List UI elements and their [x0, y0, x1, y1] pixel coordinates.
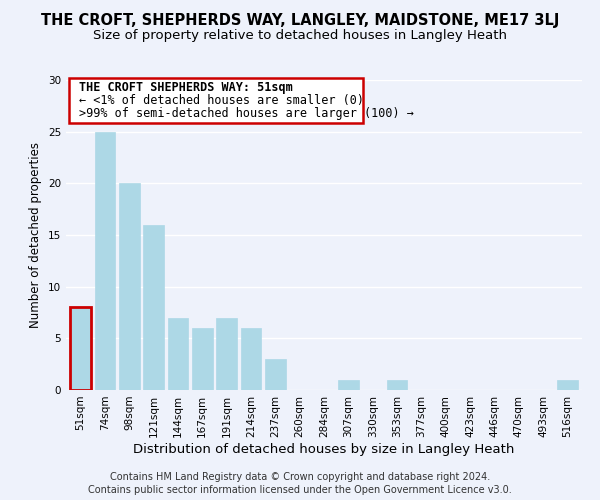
Text: THE CROFT SHEPHERDS WAY: 51sqm: THE CROFT SHEPHERDS WAY: 51sqm	[79, 81, 293, 94]
Text: ← <1% of detached houses are smaller (0): ← <1% of detached houses are smaller (0)	[79, 94, 364, 107]
Bar	[167, 318, 188, 390]
Bar	[95, 132, 115, 390]
Text: THE CROFT, SHEPHERDS WAY, LANGLEY, MAIDSTONE, ME17 3LJ: THE CROFT, SHEPHERDS WAY, LANGLEY, MAIDS…	[41, 12, 559, 28]
Bar	[119, 184, 140, 390]
Bar	[216, 318, 237, 390]
X-axis label: Distribution of detached houses by size in Langley Heath: Distribution of detached houses by size …	[133, 442, 515, 456]
Bar	[265, 359, 286, 390]
Bar	[241, 328, 262, 390]
Bar	[338, 380, 359, 390]
Text: >99% of semi-detached houses are larger (100) →: >99% of semi-detached houses are larger …	[79, 107, 414, 120]
Bar	[557, 380, 578, 390]
Y-axis label: Number of detached properties: Number of detached properties	[29, 142, 43, 328]
Bar	[143, 224, 164, 390]
Text: Size of property relative to detached houses in Langley Heath: Size of property relative to detached ho…	[93, 28, 507, 42]
Bar	[386, 380, 407, 390]
FancyBboxPatch shape	[68, 78, 363, 124]
Bar	[192, 328, 212, 390]
Bar	[70, 308, 91, 390]
Text: Contains HM Land Registry data © Crown copyright and database right 2024.: Contains HM Land Registry data © Crown c…	[110, 472, 490, 482]
Text: Contains public sector information licensed under the Open Government Licence v3: Contains public sector information licen…	[88, 485, 512, 495]
